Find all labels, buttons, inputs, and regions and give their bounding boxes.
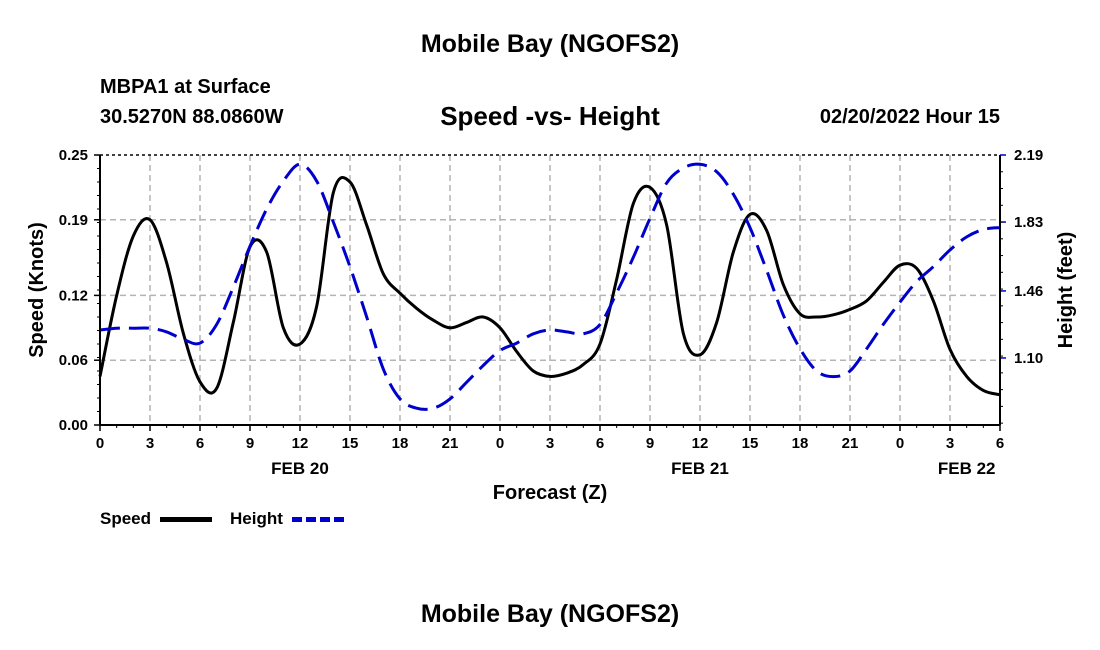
- x-tick-label: 21: [842, 435, 859, 452]
- legend-height-label: Height: [230, 509, 283, 528]
- x-tick-label: 3: [546, 435, 554, 452]
- grid-lines: [100, 155, 1000, 425]
- date-label: FEB 20: [271, 459, 329, 478]
- legend-height-swatch: [292, 517, 344, 522]
- legend-speed-label: Speed: [100, 509, 152, 528]
- x-tick-label: 0: [96, 435, 104, 452]
- axes: 0 3 6 9 12 15 18 21 0 3 6 9 12 15 18 21 0 3 6 FEB 20 FEB 21 F…: [26, 147, 1077, 478]
- x-tick-label: 0: [896, 435, 904, 452]
- y-tick-label: 0.25: [59, 147, 88, 164]
- station-coords: 30.5270N 88.0860W: [100, 106, 284, 128]
- y2-axis-label: Height (feet): [1055, 232, 1077, 349]
- x-tick-label: 6: [996, 435, 1004, 452]
- y2-tick-label: 2.19: [1014, 147, 1043, 164]
- y-tick-label: 0.19: [59, 212, 88, 229]
- x-tick-label: 12: [692, 435, 709, 452]
- footer-title: Mobile Bay (NGOFS2): [420, 600, 680, 628]
- date-label: FEB 21: [671, 459, 729, 478]
- series-lines: [98, 162, 1001, 411]
- x-tick-label: 18: [392, 435, 409, 452]
- y2-tick-label: 1.83: [1014, 214, 1043, 231]
- x-tick-label: 9: [646, 435, 654, 452]
- y-tick-label: 0.00: [59, 417, 88, 434]
- x-tick-label: 9: [246, 435, 254, 452]
- x-tick-label: 18: [792, 435, 809, 452]
- legend-speed-swatch: [160, 517, 212, 522]
- y-axis-label: Speed (Knots): [26, 222, 48, 358]
- x-tick-label: 6: [596, 435, 604, 452]
- x-tick-label: 0: [496, 435, 504, 452]
- x-axis-label: Forecast (Z): [492, 482, 608, 504]
- station-label: MBPA1 at Surface: [100, 76, 271, 98]
- x-tick-label: 3: [146, 435, 154, 452]
- x-tick-label: 21: [442, 435, 459, 452]
- y-tick-label: 0.06: [59, 352, 88, 369]
- x-tick-label: 12: [292, 435, 309, 452]
- y2-tick-label: 1.10: [1014, 350, 1043, 367]
- page-title: Mobile Bay (NGOFS2): [420, 30, 680, 58]
- speed-height-chart: 0 3 6 9 12 15 18 21 0 3 6 9 12 15 18 21 0 3 6 FEB 20 FEB 21 F…: [26, 147, 1077, 478]
- date-label: FEB 22: [938, 459, 996, 478]
- y2-tick-label: 1.46: [1014, 283, 1043, 300]
- x-tick-label: 6: [196, 435, 204, 452]
- x-tick-label: 15: [342, 435, 359, 452]
- x-tick-label: 15: [742, 435, 759, 452]
- x-tick-label: 3: [946, 435, 954, 452]
- y-tick-label: 0.12: [59, 287, 88, 304]
- chart-title: Speed -vs- Height: [440, 101, 660, 131]
- forecast-timestamp: 02/20/2022 Hour 15: [819, 106, 1000, 128]
- height-series-line: [99, 162, 1001, 411]
